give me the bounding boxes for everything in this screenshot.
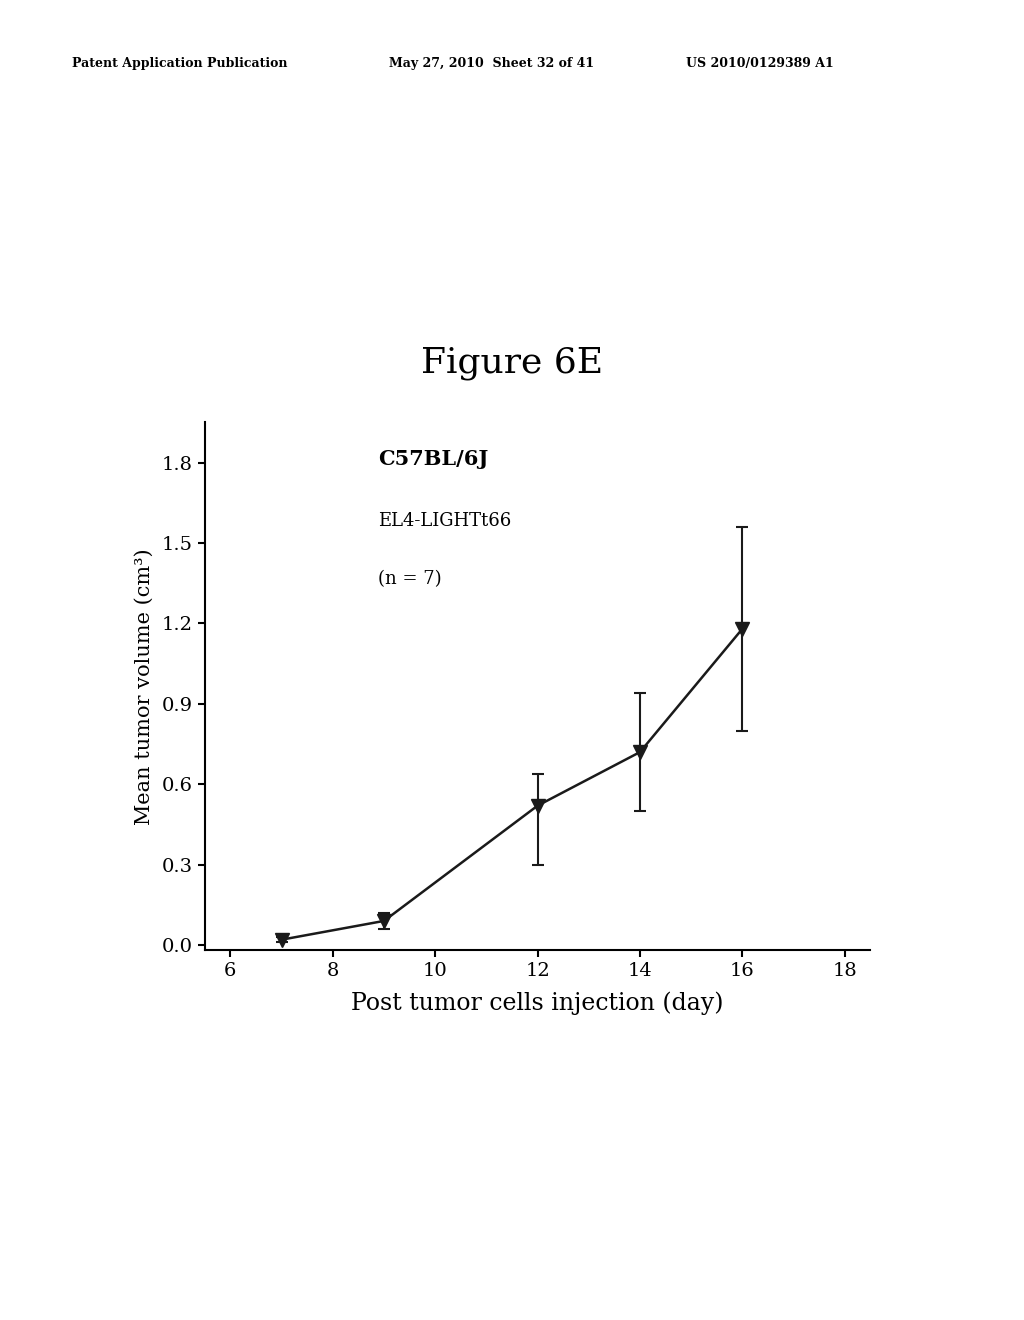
Text: Patent Application Publication: Patent Application Publication	[72, 57, 287, 70]
X-axis label: Post tumor cells injection (day): Post tumor cells injection (day)	[351, 991, 724, 1015]
Text: US 2010/0129389 A1: US 2010/0129389 A1	[686, 57, 834, 70]
Text: May 27, 2010  Sheet 32 of 41: May 27, 2010 Sheet 32 of 41	[389, 57, 594, 70]
Text: (n = 7): (n = 7)	[378, 570, 441, 589]
Text: C57BL/6J: C57BL/6J	[378, 449, 488, 469]
Y-axis label: Mean tumor volume (cm³): Mean tumor volume (cm³)	[134, 548, 154, 825]
Text: Figure 6E: Figure 6E	[421, 346, 603, 380]
Text: EL4-LIGHTt66: EL4-LIGHTt66	[378, 512, 511, 531]
